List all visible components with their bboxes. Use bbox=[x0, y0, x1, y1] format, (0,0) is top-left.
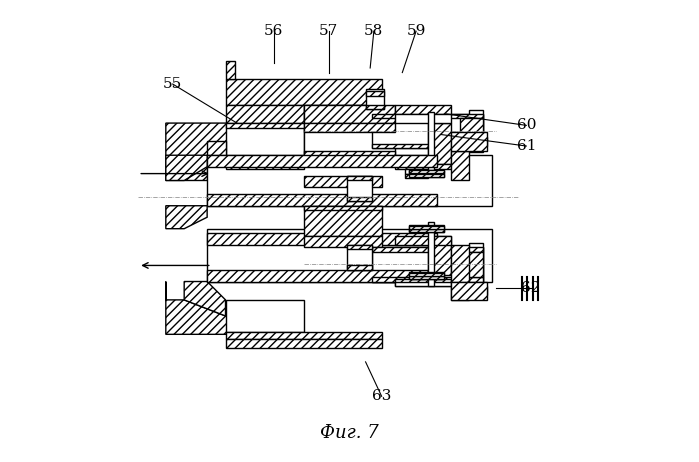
Bar bbox=[451, 281, 487, 300]
Bar bbox=[373, 277, 483, 281]
Bar bbox=[396, 164, 451, 169]
Bar bbox=[347, 245, 373, 249]
Bar bbox=[409, 170, 444, 177]
Bar bbox=[428, 222, 435, 286]
Bar bbox=[303, 123, 396, 158]
Bar bbox=[405, 169, 428, 174]
Bar bbox=[409, 273, 444, 276]
Text: 58: 58 bbox=[364, 24, 384, 38]
Bar bbox=[451, 132, 487, 151]
Polygon shape bbox=[451, 132, 487, 151]
Polygon shape bbox=[166, 281, 303, 334]
Bar bbox=[226, 300, 303, 332]
Bar bbox=[226, 61, 235, 79]
Text: 60: 60 bbox=[517, 118, 536, 133]
Bar bbox=[409, 174, 444, 177]
Bar bbox=[428, 236, 451, 274]
Text: 56: 56 bbox=[264, 24, 283, 38]
Bar bbox=[347, 196, 373, 201]
Bar bbox=[207, 141, 226, 181]
Bar bbox=[373, 247, 483, 252]
Bar bbox=[366, 91, 384, 96]
Bar bbox=[396, 105, 451, 114]
Bar bbox=[396, 281, 451, 286]
Bar bbox=[409, 225, 444, 232]
Text: 55: 55 bbox=[163, 77, 182, 91]
Bar bbox=[373, 247, 483, 281]
Polygon shape bbox=[166, 123, 303, 181]
Bar bbox=[226, 339, 382, 348]
Bar bbox=[366, 105, 384, 109]
Bar bbox=[226, 79, 382, 105]
Text: 61: 61 bbox=[517, 139, 536, 153]
Bar bbox=[409, 276, 444, 279]
Bar bbox=[207, 155, 437, 167]
Bar bbox=[373, 114, 483, 148]
Text: 59: 59 bbox=[406, 24, 426, 38]
Bar bbox=[226, 123, 303, 128]
Bar bbox=[226, 164, 303, 169]
Bar bbox=[303, 151, 396, 158]
Bar bbox=[347, 176, 373, 201]
Polygon shape bbox=[451, 281, 487, 300]
Text: 57: 57 bbox=[319, 24, 338, 38]
Bar bbox=[373, 114, 483, 118]
Bar bbox=[303, 206, 382, 236]
Bar bbox=[207, 194, 437, 206]
Bar bbox=[303, 123, 396, 132]
Bar bbox=[409, 226, 444, 229]
Bar bbox=[303, 236, 382, 247]
Bar bbox=[303, 105, 396, 123]
Bar bbox=[460, 118, 483, 144]
Bar bbox=[303, 206, 382, 210]
Text: 63: 63 bbox=[372, 389, 391, 403]
Bar bbox=[366, 89, 384, 109]
Polygon shape bbox=[184, 281, 226, 316]
Bar bbox=[409, 272, 444, 279]
Text: Фиг. 7: Фиг. 7 bbox=[320, 424, 379, 442]
Bar bbox=[347, 176, 373, 181]
Bar bbox=[373, 144, 483, 148]
Bar bbox=[469, 110, 483, 152]
Bar bbox=[409, 229, 444, 232]
Polygon shape bbox=[166, 206, 207, 229]
Bar bbox=[396, 236, 451, 245]
Bar bbox=[396, 279, 451, 286]
Bar bbox=[207, 155, 492, 206]
Bar bbox=[460, 252, 483, 277]
Bar bbox=[469, 243, 483, 285]
Bar bbox=[409, 170, 444, 173]
Bar bbox=[347, 245, 373, 270]
Bar bbox=[405, 174, 428, 178]
Bar bbox=[207, 233, 437, 245]
Bar bbox=[207, 229, 492, 281]
Bar bbox=[347, 266, 373, 270]
Bar bbox=[207, 270, 437, 281]
Bar bbox=[451, 245, 469, 281]
Text: 62: 62 bbox=[521, 281, 540, 295]
Bar bbox=[303, 105, 382, 123]
Bar bbox=[303, 176, 382, 188]
Bar bbox=[396, 114, 451, 123]
Bar bbox=[226, 105, 303, 123]
Bar bbox=[451, 151, 469, 181]
Bar bbox=[226, 332, 382, 339]
Bar bbox=[428, 112, 435, 176]
Bar bbox=[428, 123, 451, 164]
Polygon shape bbox=[166, 155, 207, 181]
Bar bbox=[226, 123, 303, 164]
